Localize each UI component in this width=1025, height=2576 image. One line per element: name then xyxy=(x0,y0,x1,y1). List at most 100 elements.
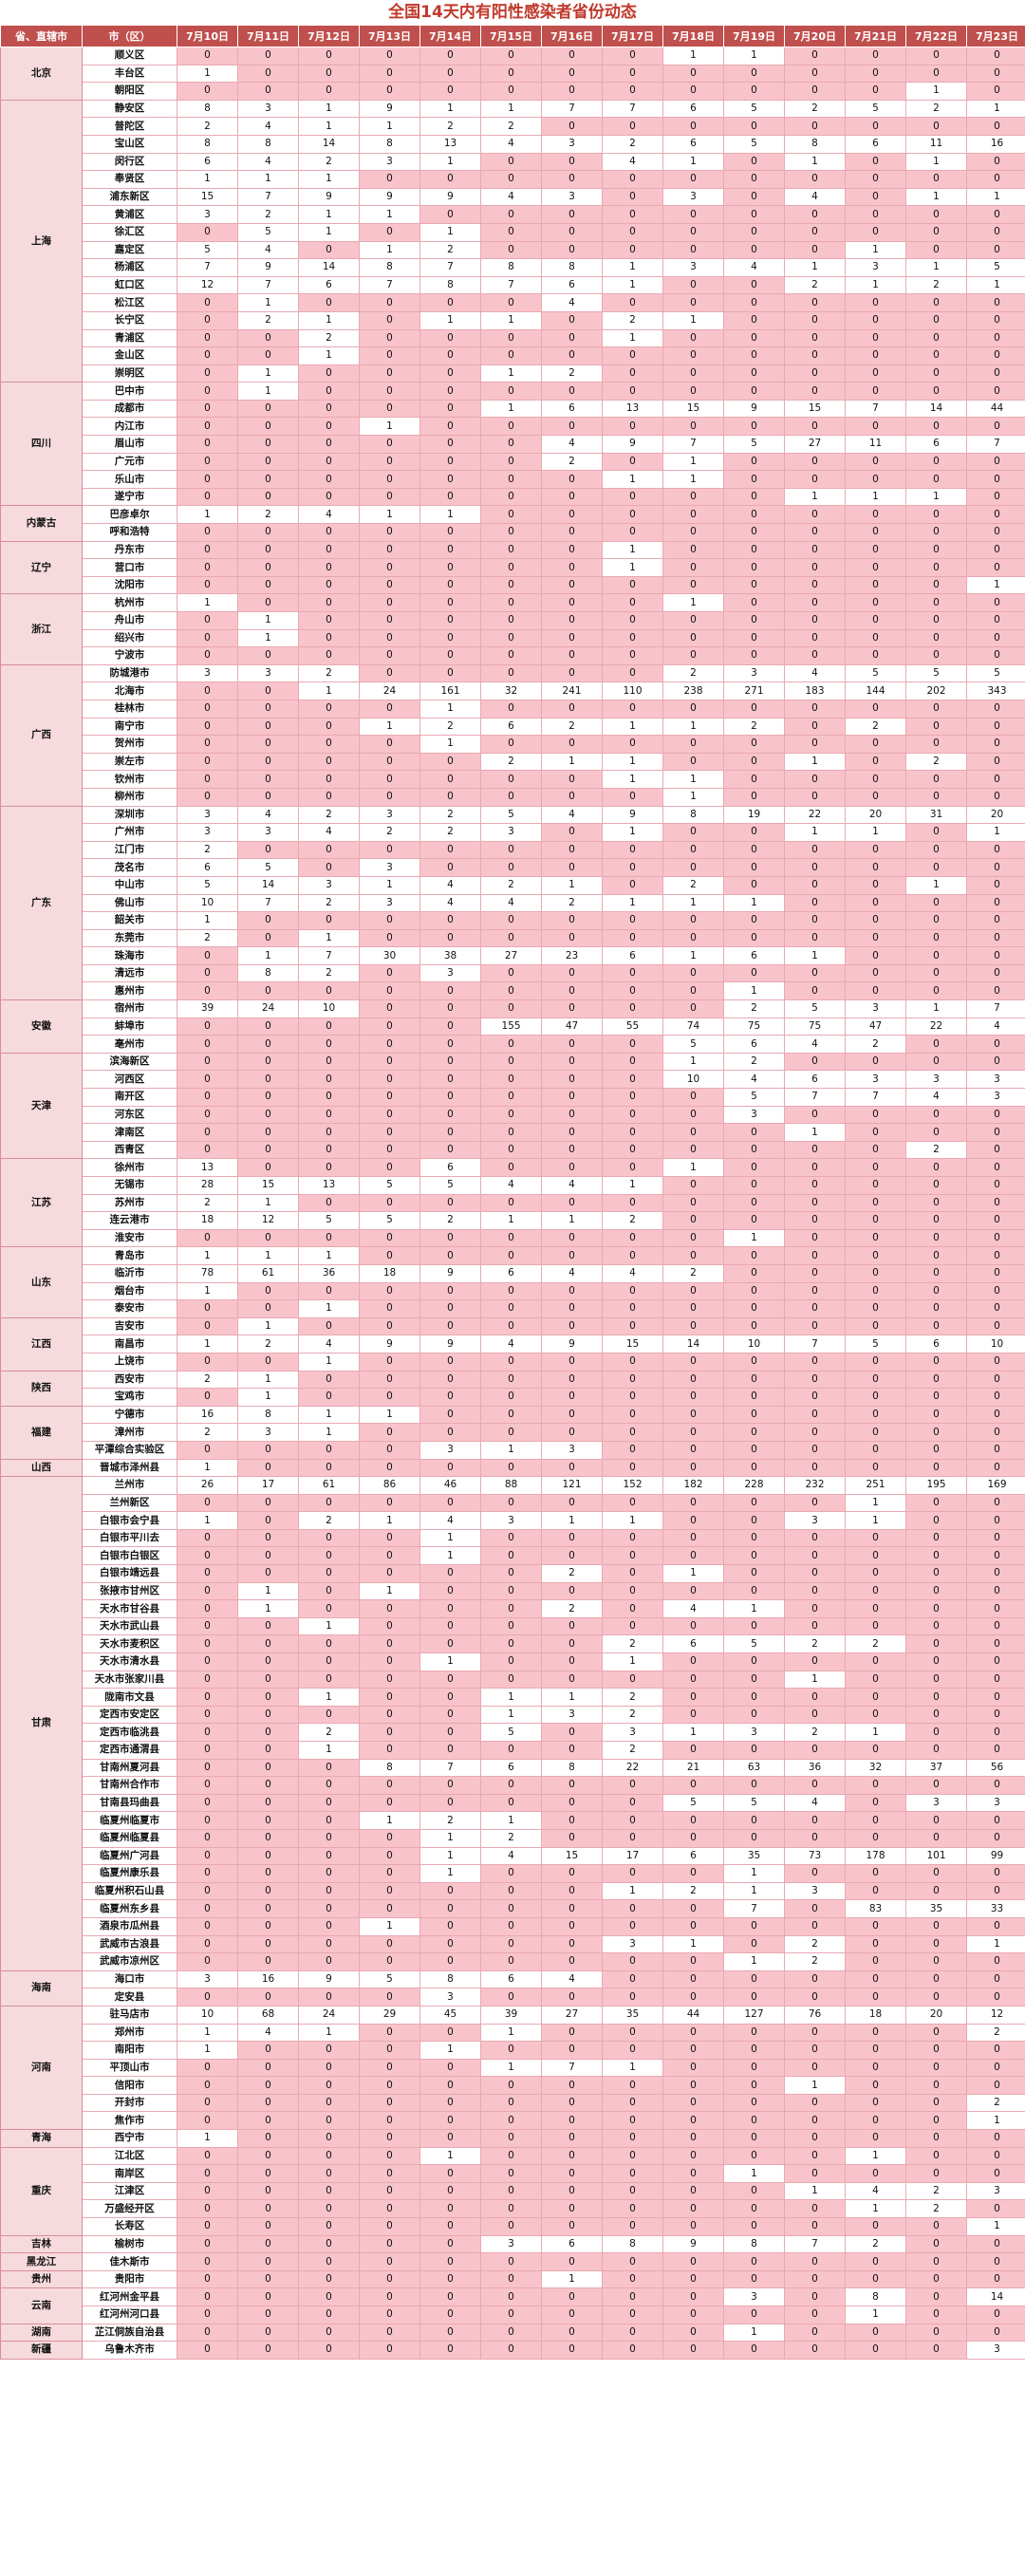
count-cell: 0 xyxy=(784,787,846,807)
count-cell: 1 xyxy=(419,2041,481,2060)
count-cell: 0 xyxy=(541,663,603,683)
count-cell: 0 xyxy=(723,1988,785,2007)
count-cell: 0 xyxy=(480,470,542,489)
count-cell: 127 xyxy=(723,2005,785,2025)
count-cell: 2 xyxy=(237,505,299,525)
count-cell: 0 xyxy=(298,1070,360,1090)
count-cell: 9 xyxy=(359,187,420,207)
count-cell: 0 xyxy=(298,47,360,65)
count-cell: 0 xyxy=(298,1828,360,1848)
count-cell: 4 xyxy=(237,117,299,136)
count-cell: 0 xyxy=(966,2076,1025,2095)
count-cell: 0 xyxy=(359,1017,420,1036)
count-cell: 0 xyxy=(177,293,238,312)
count-cell: 0 xyxy=(966,946,1025,965)
count-cell: 0 xyxy=(723,1263,785,1283)
count-cell: 0 xyxy=(784,646,846,665)
count-cell: 0 xyxy=(966,840,1025,860)
count-cell: 0 xyxy=(784,717,846,737)
count-cell: 0 xyxy=(419,663,481,683)
count-cell: 0 xyxy=(845,1934,906,1954)
count-cell: 1 xyxy=(784,487,846,507)
table-row: 淮安市 0 0 0 0 0 0 0 0 0 1 0 0 0 0 xyxy=(1,1228,1025,1248)
table-row: 奉贤区 1 1 1 0 0 0 0 0 0 0 0 0 0 0 xyxy=(1,170,1025,189)
count-cell: 1 xyxy=(177,1246,238,1265)
count-cell: 0 xyxy=(177,540,238,560)
count-cell: 0 xyxy=(723,1388,785,1407)
count-cell: 0 xyxy=(784,1828,846,1848)
count-cell: 0 xyxy=(480,2305,542,2324)
count-cell: 2 xyxy=(905,2181,967,2201)
count-cell: 0 xyxy=(480,2076,542,2095)
count-cell: 0 xyxy=(359,1052,420,1072)
city-cell: 西青区 xyxy=(82,1140,177,1160)
count-cell: 1 xyxy=(662,1158,724,1177)
count-cell: 1 xyxy=(905,258,967,277)
count-cell: 0 xyxy=(966,981,1025,1001)
count-cell: 1 xyxy=(419,699,481,719)
count-cell: 0 xyxy=(177,328,238,348)
count-cell: 0 xyxy=(966,310,1025,330)
table-row: 贵州 贵阳市 0 0 0 0 0 0 1 0 0 0 0 0 0 0 xyxy=(0,2269,1025,2289)
count-cell: 0 xyxy=(845,1688,906,1707)
count-cell: 0 xyxy=(298,1705,360,1725)
count-cell: 1 xyxy=(480,1705,542,1725)
count-cell: 0 xyxy=(966,1281,1025,1301)
count-cell: 14 xyxy=(905,399,967,419)
count-cell: 0 xyxy=(966,1581,1025,1601)
count-cell: 1 xyxy=(359,117,420,136)
count-cell: 0 xyxy=(359,699,420,719)
count-cell: 0 xyxy=(602,963,663,983)
count-cell: 0 xyxy=(845,1105,906,1125)
count-cell: 0 xyxy=(177,1440,238,1460)
city-cell: 贺州市 xyxy=(82,735,177,754)
count-cell: 0 xyxy=(966,1263,1025,1283)
table-row: 苏州市 2 1 0 0 0 0 0 0 0 0 0 0 0 0 xyxy=(1,1193,1025,1213)
count-cell: 7 xyxy=(237,893,299,913)
count-cell: 2 xyxy=(177,1370,238,1390)
count-cell: 0 xyxy=(905,1599,967,1618)
count-cell: 1 xyxy=(298,346,360,365)
count-cell: 2 xyxy=(662,1881,724,1901)
city-cell: 贵阳市 xyxy=(82,2269,177,2289)
count-cell: 0 xyxy=(480,2164,542,2183)
count-cell: 1 xyxy=(237,1599,299,1618)
count-cell: 1 xyxy=(359,1581,420,1601)
count-cell: 0 xyxy=(177,1793,238,1813)
count-cell: 0 xyxy=(784,1211,846,1230)
count-cell: 0 xyxy=(298,770,360,789)
count-cell: 0 xyxy=(237,540,299,560)
count-cell: 0 xyxy=(602,205,663,224)
count-cell: 0 xyxy=(177,1670,238,1689)
count-cell: 0 xyxy=(723,875,785,895)
count-cell: 0 xyxy=(602,1158,663,1177)
count-cell: 0 xyxy=(359,2234,420,2254)
count-cell: 0 xyxy=(723,540,785,560)
count-cell: 0 xyxy=(298,735,360,754)
count-cell: 1 xyxy=(359,717,420,737)
count-cell: 0 xyxy=(359,770,420,789)
count-cell: 9 xyxy=(359,99,420,119)
count-cell: 0 xyxy=(298,611,360,630)
city-cell: 白银市会宁县 xyxy=(82,1511,177,1530)
count-cell: 0 xyxy=(298,1599,360,1618)
count-cell: 0 xyxy=(662,1776,724,1795)
count-cell: 0 xyxy=(298,1564,360,1583)
count-cell: 0 xyxy=(541,1105,603,1125)
count-cell: 0 xyxy=(662,1370,724,1390)
count-cell: 0 xyxy=(298,2093,360,2113)
count-cell: 22 xyxy=(602,1758,663,1778)
count-cell: 0 xyxy=(845,382,906,401)
count-cell: 0 xyxy=(845,452,906,472)
count-cell: 0 xyxy=(966,1440,1025,1460)
count-cell: 1 xyxy=(359,205,420,224)
table-row: 甘南州夏河县 0 0 0 8 7 6 8 22 21 63 36 32 37 56 xyxy=(1,1758,1025,1778)
count-cell: 0 xyxy=(419,82,481,101)
count-cell: 1 xyxy=(662,717,724,737)
count-cell: 0 xyxy=(966,417,1025,437)
count-cell: 1 xyxy=(419,152,481,172)
count-cell: 0 xyxy=(905,1741,967,1760)
table-row: 虹口区 12 7 6 7 8 7 6 1 0 0 2 1 2 1 xyxy=(1,275,1025,295)
count-cell: 0 xyxy=(541,1988,603,2007)
count-cell: 0 xyxy=(602,699,663,719)
